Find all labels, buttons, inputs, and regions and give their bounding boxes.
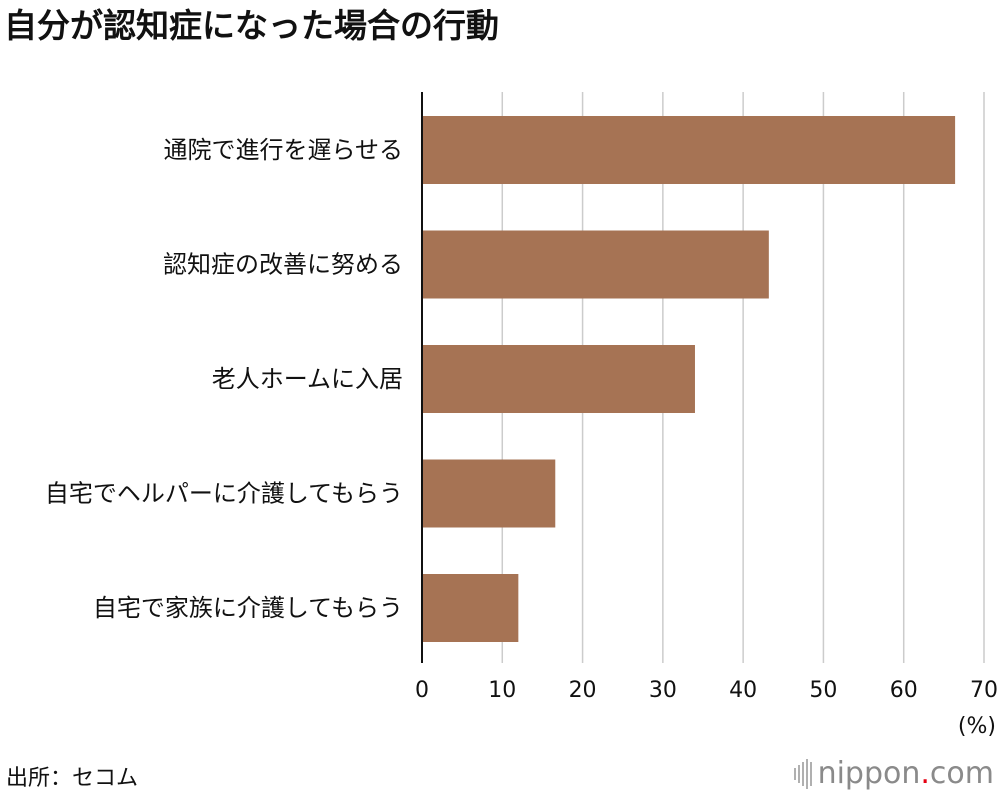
x-tick-label: 30 — [649, 678, 677, 703]
x-tick-label: 0 — [415, 678, 429, 703]
category-label: 認知症の改善に努める — [163, 251, 403, 279]
bar — [422, 116, 956, 184]
category-label: 老人ホームに入居 — [212, 365, 403, 393]
x-unit-label: (%) — [958, 714, 996, 739]
x-tick-label: 60 — [890, 678, 918, 703]
category-label: 通院で進行を遅らせる — [163, 136, 403, 164]
chart-title: 自分が認知症になった場合の行動 — [4, 6, 499, 45]
logo-bars-icon — [793, 758, 812, 789]
bar — [422, 574, 519, 642]
bar — [422, 230, 769, 299]
bar — [422, 345, 695, 413]
x-tick-label: 40 — [729, 678, 757, 703]
bar — [422, 459, 556, 528]
x-tick-labels: 0 10 20 30 40 50 60 70 — [415, 678, 998, 703]
category-labels: 通院で進行を遅らせる認知症の改善に努める老人ホームに入居自宅でヘルパーに介護して… — [45, 136, 403, 622]
x-tick-label: 70 — [970, 678, 998, 703]
x-tick-label: 50 — [809, 678, 837, 703]
logo-text: nippon.com — [817, 756, 994, 791]
x-tick-label: 10 — [488, 678, 516, 703]
x-tick-label: 20 — [569, 678, 597, 703]
bars — [422, 116, 956, 642]
category-label: 自宅で家族に介護してもらう — [93, 594, 403, 622]
nippon-logo: nippon.com — [793, 756, 994, 791]
source-note: 出所：セコム — [6, 766, 139, 791]
category-label: 自宅でヘルパーに介護してもらう — [45, 480, 403, 508]
